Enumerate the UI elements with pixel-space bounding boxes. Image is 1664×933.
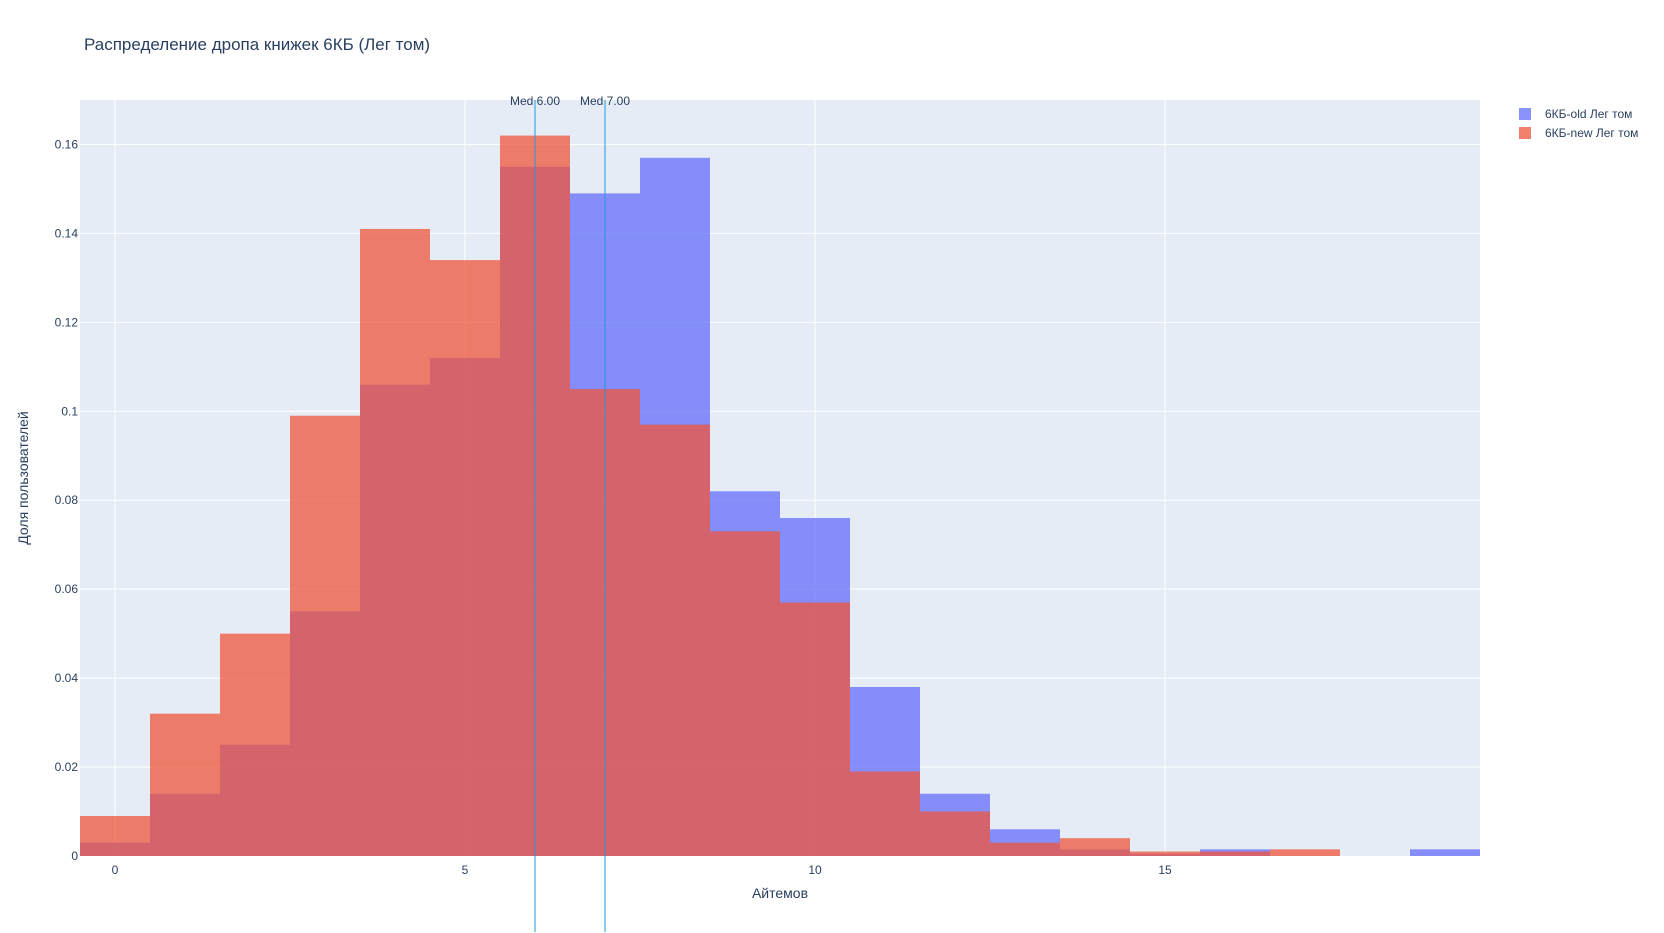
chart-title: Распределение дропа книжек 6КБ (Лег том) bbox=[84, 35, 430, 54]
histogram-bar bbox=[1270, 849, 1340, 856]
legend-swatch bbox=[1519, 127, 1531, 139]
x-tick-label: 15 bbox=[1158, 863, 1172, 877]
median-annotations: Med 6.00 Med 7.00 bbox=[510, 94, 630, 932]
histogram-bar bbox=[290, 415, 360, 856]
y-tick-label: 0.04 bbox=[55, 671, 79, 685]
histogram-bar bbox=[640, 424, 710, 856]
x-tick-label: 5 bbox=[462, 863, 469, 877]
y-tick-label: 0.16 bbox=[55, 137, 79, 151]
y-tick-label: 0 bbox=[71, 849, 78, 863]
histogram-bar bbox=[920, 811, 990, 856]
legend-label: 6КБ-old Лег том bbox=[1545, 107, 1632, 121]
x-tick-label: 0 bbox=[112, 863, 119, 877]
histogram-bar bbox=[430, 260, 500, 856]
histogram-bar bbox=[1410, 849, 1480, 856]
histogram-bar bbox=[150, 713, 220, 856]
legend-item[interactable]: 6КБ-new Лег том bbox=[1519, 126, 1638, 140]
histogram-bar bbox=[710, 531, 780, 856]
histogram-bar bbox=[990, 842, 1060, 856]
y-tick-label: 0.1 bbox=[61, 404, 78, 418]
histogram-bar bbox=[360, 228, 430, 856]
legend-label: 6КБ-new Лег том bbox=[1545, 126, 1638, 140]
legend-swatch bbox=[1519, 108, 1531, 120]
y-tick-label: 0.12 bbox=[55, 315, 79, 329]
y-tick-label: 0.08 bbox=[55, 493, 79, 507]
median-label: Med 6.00 bbox=[510, 94, 560, 108]
histogram-bar bbox=[780, 602, 850, 856]
histogram-bar bbox=[1130, 851, 1200, 856]
y-axis-ticks: 0 0.02 0.04 0.06 0.08 0.1 0.12 0.14 0.16 bbox=[55, 137, 79, 863]
y-axis-label: Доля пользователей bbox=[15, 411, 31, 544]
legend-item[interactable]: 6КБ-old Лег том bbox=[1519, 107, 1632, 121]
histogram-bar bbox=[850, 771, 920, 856]
histogram-bar bbox=[80, 815, 150, 856]
y-tick-label: 0.02 bbox=[55, 760, 79, 774]
histogram-bar bbox=[1060, 838, 1130, 856]
x-tick-label: 10 bbox=[808, 863, 822, 877]
y-tick-label: 0.06 bbox=[55, 582, 79, 596]
x-axis-ticks: 0 5 10 15 bbox=[112, 863, 1172, 877]
x-axis-label: Айтемов bbox=[752, 885, 808, 901]
histogram-bar bbox=[220, 633, 290, 856]
median-label: Med 7.00 bbox=[580, 94, 630, 108]
histogram-bar bbox=[1200, 851, 1270, 856]
y-tick-label: 0.14 bbox=[55, 226, 79, 240]
legend[interactable]: 6КБ-old Лег том 6КБ-new Лег том bbox=[1519, 107, 1638, 140]
